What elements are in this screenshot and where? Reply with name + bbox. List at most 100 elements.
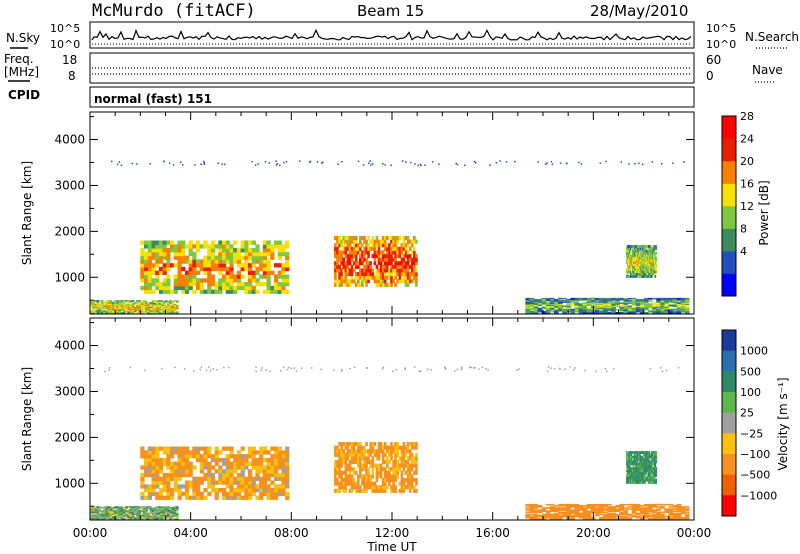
power-echo-cell <box>244 259 249 264</box>
power-echo-cell <box>645 245 648 248</box>
vel-echo-cell <box>138 514 142 516</box>
power-echo-cell <box>603 308 608 311</box>
vel-echo-cell <box>623 507 629 509</box>
vel-echo-cell <box>162 511 166 514</box>
vel-echo-cell <box>350 445 354 450</box>
power-echo-cell <box>160 300 164 302</box>
power-echo-cell <box>599 300 604 302</box>
vel-echo-cell <box>162 516 166 518</box>
vel-echo-cell <box>251 465 256 470</box>
power-echo-cell <box>167 308 170 310</box>
vel-echo-cell <box>338 456 341 461</box>
power-echo-cell <box>107 307 111 310</box>
power-echo-cell <box>270 248 275 253</box>
vel-echo-cell <box>363 485 366 490</box>
power-echo-cell <box>140 259 145 264</box>
velocity-colorbar-segment <box>722 433 736 455</box>
vel-echo-cell <box>274 469 279 474</box>
vel-echo-cell <box>653 458 655 461</box>
power-echo-cell <box>680 301 686 303</box>
vel-echo-cell <box>357 442 360 447</box>
power-echo-cell <box>142 310 146 312</box>
vel-echo-cell <box>599 507 604 509</box>
vel-echo-cell <box>207 446 212 451</box>
power-echo-cell <box>369 275 372 280</box>
vel-echo-cell <box>266 484 271 489</box>
power-echo-cell <box>129 311 133 313</box>
power-echo-cell <box>225 240 230 245</box>
power-echo-cell <box>162 285 167 291</box>
power-echo-cell <box>127 311 131 313</box>
power-echo-cell <box>281 251 286 257</box>
vel-echo-cell <box>644 474 646 477</box>
power-echo-cell <box>367 279 370 284</box>
power-echo-cell <box>386 246 389 251</box>
vel-echo-cell <box>153 509 157 512</box>
vel-echo-cell <box>114 510 117 513</box>
power-colorbar-segment <box>722 116 736 139</box>
vel-echo-cell <box>644 516 649 519</box>
vel-echo-cell <box>184 495 190 500</box>
power-echo-cell <box>394 257 397 262</box>
power-echo-cell <box>151 278 156 283</box>
vel-echo-cell <box>340 478 343 483</box>
power-echo-cell <box>105 309 109 311</box>
power-echo-cell <box>160 303 164 306</box>
power-echo-cell <box>162 301 166 303</box>
power-echo-cell <box>214 285 219 291</box>
vel-sparse-echo <box>382 368 384 370</box>
vel-echo-cell <box>149 511 153 514</box>
power-echo-cell <box>381 275 385 280</box>
power-sparse-echo <box>638 162 640 165</box>
power-echo-cell <box>603 302 608 304</box>
vel-echo-cell <box>627 518 633 520</box>
power-echo-cell <box>166 255 171 260</box>
vel-echo-cell <box>153 511 157 514</box>
vel-echo-cell <box>629 460 631 464</box>
power-echo-cell <box>167 309 170 311</box>
vel-echo-cell <box>142 510 146 513</box>
power-sparse-echo <box>641 163 644 166</box>
vel-echo-cell <box>390 488 393 493</box>
vel-echo-cell <box>181 461 186 466</box>
power-echo-cell <box>94 305 98 308</box>
vel-echo-cell <box>147 484 152 489</box>
vel-echo-cell <box>636 453 639 457</box>
vel-echo-cell <box>222 457 227 463</box>
power-echo-cell <box>369 268 372 273</box>
power-echo-cell <box>630 249 633 253</box>
power-echo-cell <box>627 312 633 314</box>
power-echo-cell <box>406 250 410 255</box>
vel-echo-cell <box>103 509 106 512</box>
power-sparse-echo <box>357 160 360 163</box>
power-echo-cell <box>413 246 416 251</box>
power-echo-cell <box>660 310 665 313</box>
power-echo-cell <box>145 306 148 309</box>
power-echo-cell <box>96 304 100 307</box>
power-sparse-echo <box>372 163 374 165</box>
vel-echo-cell <box>158 513 161 516</box>
power-echo-cell <box>406 268 410 273</box>
power-echo-cell <box>653 252 655 255</box>
power-echo-cell <box>545 309 551 312</box>
vel-echo-cell <box>175 508 179 510</box>
power-echo-cell <box>210 266 216 272</box>
power-echo-cell <box>628 254 630 258</box>
vel-echo-cell <box>203 465 208 470</box>
vel-echo-cell <box>631 451 633 454</box>
vel-echo-cell <box>101 507 104 509</box>
power-echo-cell <box>147 308 150 310</box>
power-echo-cell <box>386 264 389 269</box>
vel-echo-cell <box>214 495 219 500</box>
vel-sparse-echo <box>382 366 385 368</box>
power-echo-cell <box>218 285 223 291</box>
vel-echo-cell <box>582 512 588 515</box>
vel-sparse-echo <box>606 370 608 373</box>
power-echo-cell <box>210 282 216 287</box>
power-echo-cell <box>394 275 397 280</box>
vel-echo-cell <box>184 484 190 489</box>
power-echo-cell <box>262 259 267 264</box>
power-sparse-echo <box>544 163 547 165</box>
power-echo-cell <box>162 244 167 249</box>
vel-echo-cell <box>270 472 275 478</box>
